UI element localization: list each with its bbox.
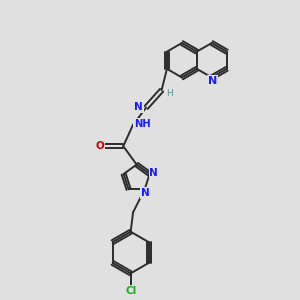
Text: NH: NH [134, 119, 151, 129]
Text: N: N [208, 76, 218, 86]
Text: Cl: Cl [125, 286, 136, 296]
Text: N: N [141, 188, 150, 198]
Text: O: O [95, 141, 104, 151]
Text: H: H [166, 89, 172, 98]
Text: N: N [149, 167, 158, 178]
Text: N: N [134, 102, 143, 112]
